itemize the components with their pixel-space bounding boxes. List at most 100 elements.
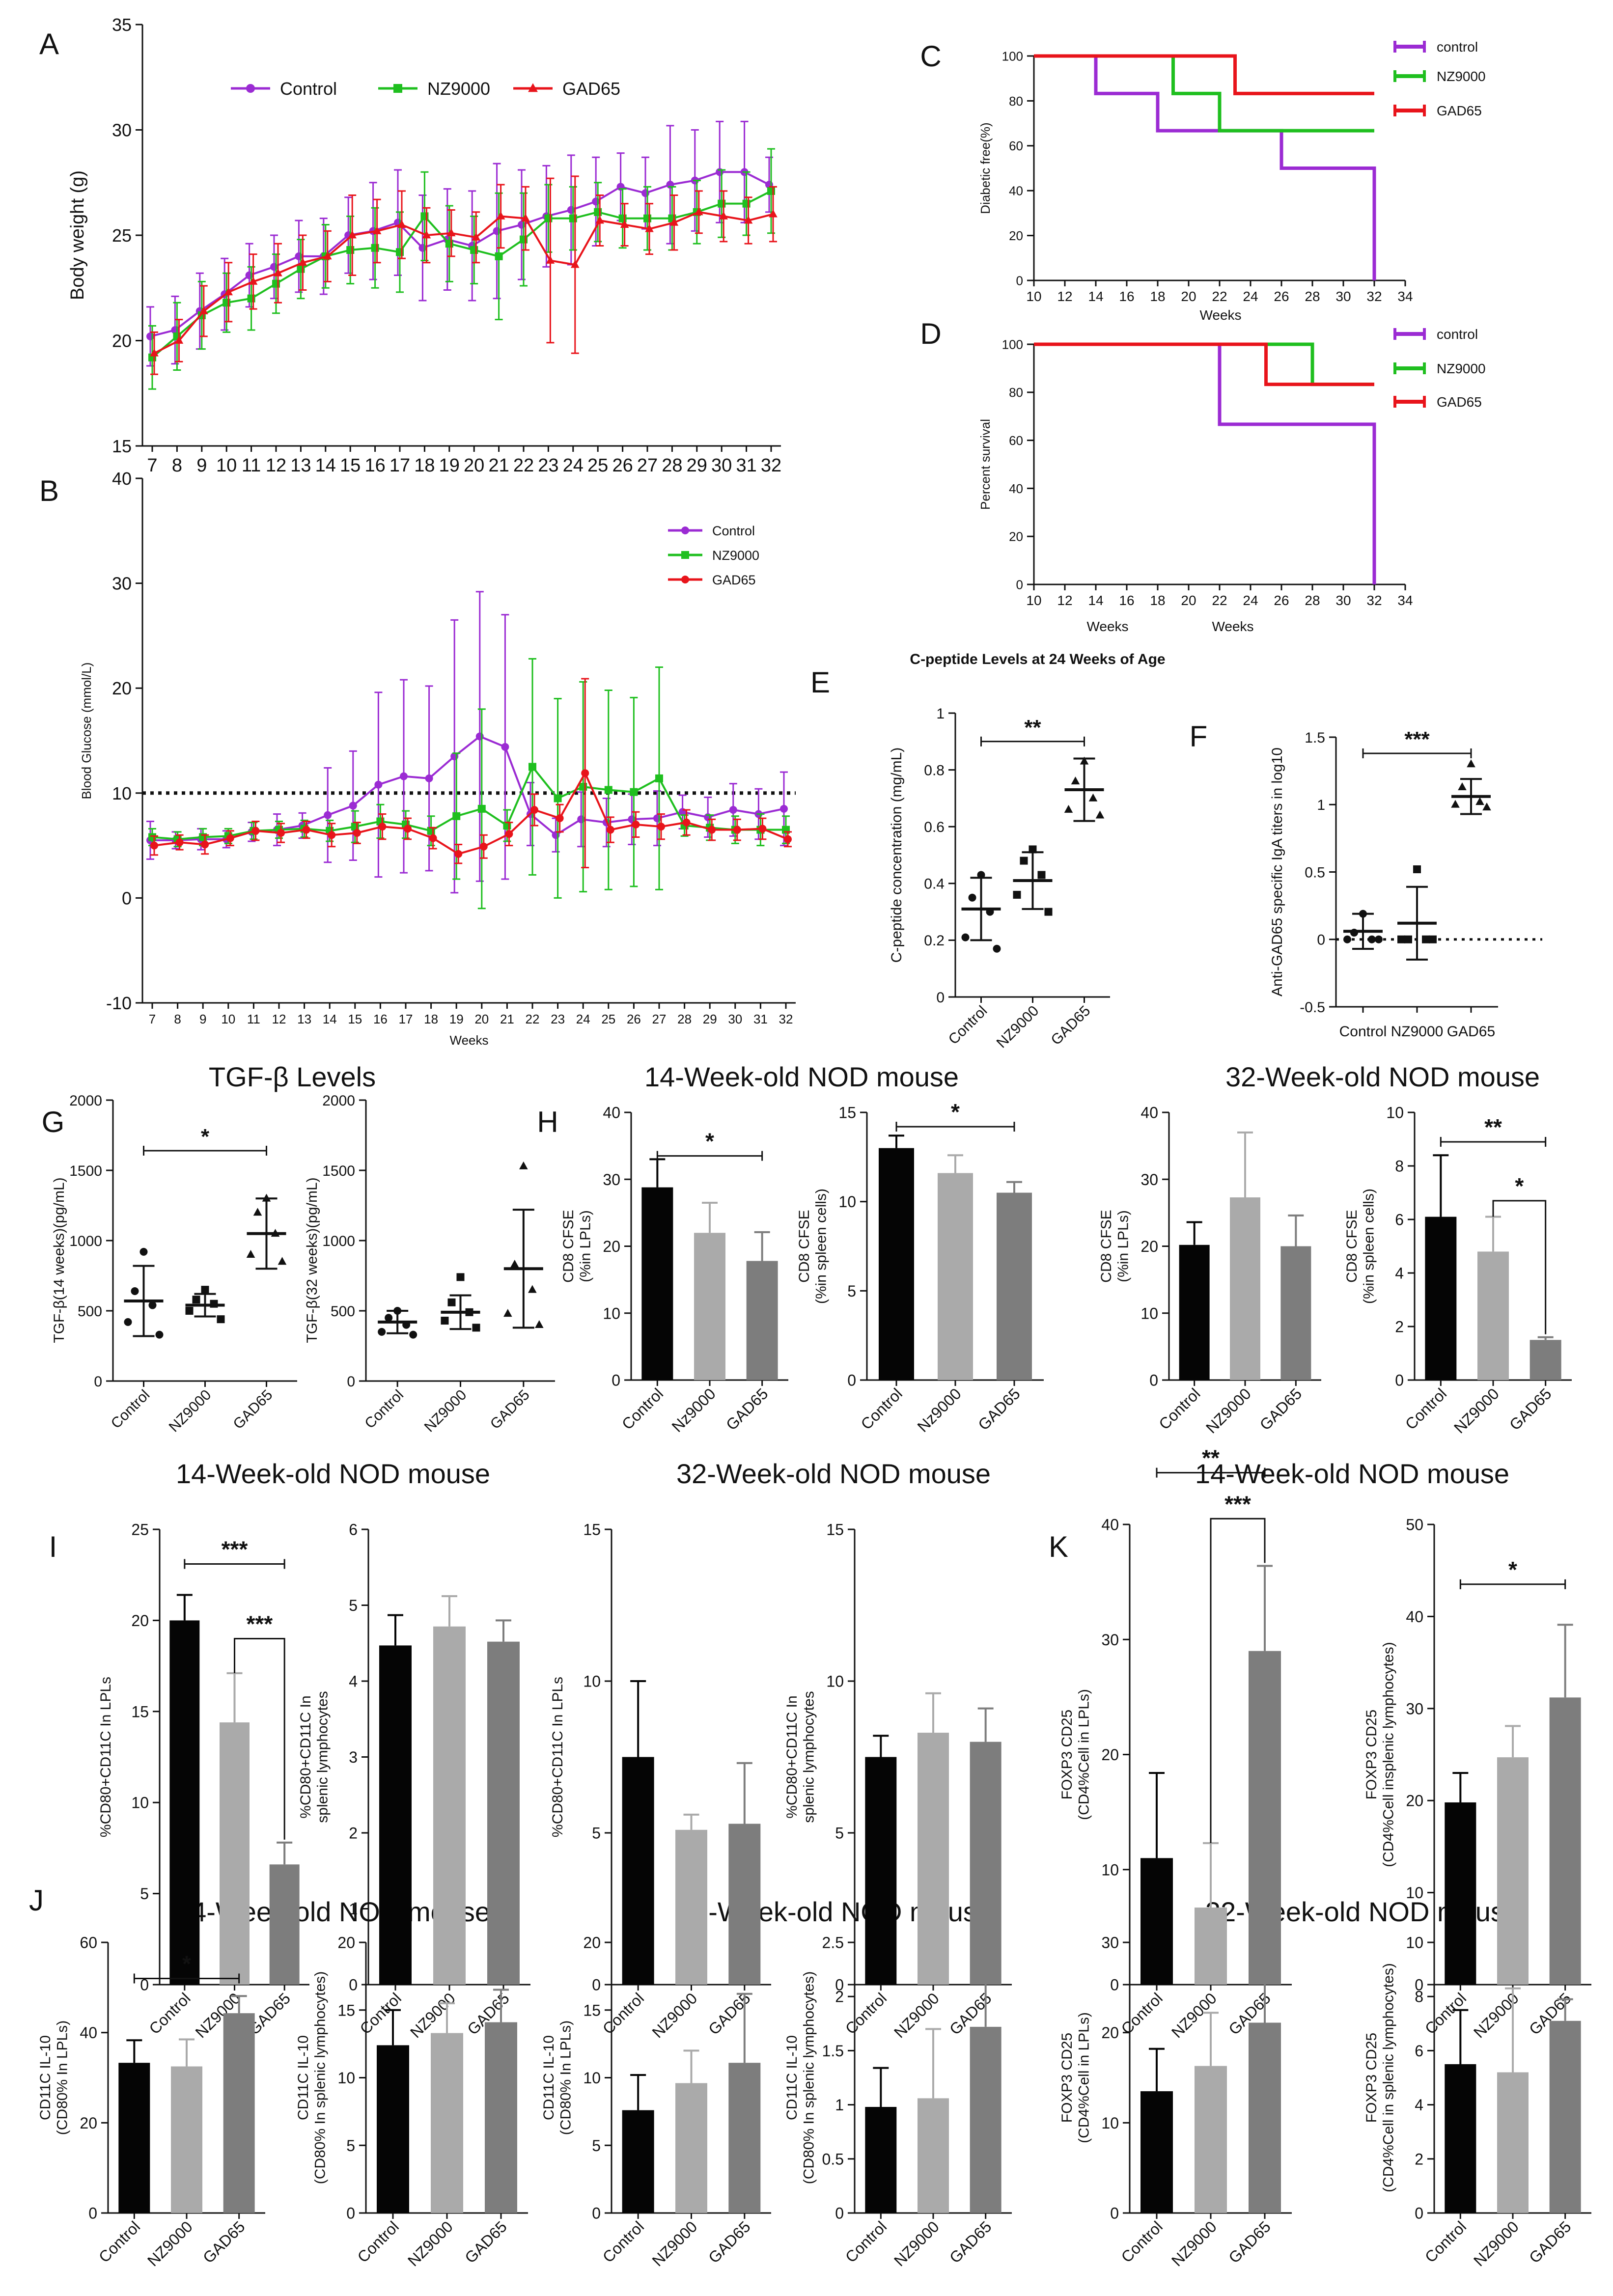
y-tick-label: 0 [1149, 1372, 1158, 1389]
y-tick-label: 10 [1406, 1934, 1423, 1952]
y-tick-label: 1500 [322, 1163, 355, 1179]
data-point [139, 1247, 148, 1256]
bar-NZ9000 [675, 1829, 707, 1985]
data-point [1429, 935, 1437, 943]
x-tick-label: 21 [488, 455, 509, 476]
data-point [396, 248, 404, 256]
data-point [1397, 935, 1405, 943]
y-tick-label: 2 [1415, 2150, 1423, 2168]
y-tick-label: 0 [936, 990, 945, 1006]
x-tick-label: 26 [612, 455, 633, 476]
x-tick-label: 11 [247, 1012, 260, 1026]
y-tick-label: 20 [603, 1238, 620, 1255]
y-tick-label: 20 [1009, 529, 1023, 544]
bar-Control [1179, 1245, 1210, 1380]
chart-B: -10 0 10 20 30 40 7 8 9 10 11 12 13 14 15 16 17 18 19 20 21 2… [79, 469, 796, 1048]
group-GAD65 [246, 1193, 287, 1270]
x-tick-label: 29 [687, 455, 707, 476]
y-axis-label-line: (CD4%Cell in LPLs) [1076, 1689, 1092, 1820]
data-point [1451, 800, 1460, 808]
data-point [1375, 935, 1383, 943]
data-point [554, 794, 562, 802]
data-point [961, 933, 970, 941]
data-point [418, 244, 427, 252]
y-axis-label: CD11C IL-10(CD80% In LPLs) [37, 2020, 71, 2135]
y-tick-label: 0 [1415, 2205, 1423, 2222]
x-tick-label: 30 [711, 455, 732, 476]
y-tick-label: 20 [80, 2114, 97, 2132]
y-tick-label: 20 [1406, 1792, 1423, 1810]
x-tick-label: 30 [728, 1012, 742, 1026]
y-tick-label: 6 [1415, 2042, 1423, 2060]
y-axis-label-line: CD8 CFSE [1098, 1210, 1114, 1282]
data-point [655, 774, 663, 782]
group-NZ9000 [1013, 845, 1053, 916]
data-point [297, 265, 305, 273]
y-axis-label: Anti-GAD65 specific IgA titers in log10 [1269, 747, 1285, 996]
x-tick-label: 10 [221, 1012, 235, 1026]
data-point [148, 1301, 157, 1309]
y-tick-label: 40 [1406, 1608, 1423, 1626]
y-tick-label: 6 [1395, 1211, 1404, 1229]
x-tick-label: GAD65 [1526, 2217, 1575, 2267]
data-point [528, 763, 536, 771]
x-tick-label: 28 [1305, 593, 1320, 608]
x-tick-label: 28 [662, 455, 682, 476]
data-point [501, 743, 509, 751]
data-point [1071, 776, 1080, 785]
y-axis-label: FOXP3 CD25(CD4%Cell in LPLs) [1059, 1689, 1092, 1820]
y-axis-label: %CD80+CD11C In LPLs [550, 1677, 566, 1837]
y-axis-label: Percent survival [978, 419, 993, 510]
legend-entry: GAD65 [1437, 103, 1482, 118]
legend-entry: NZ9000 [427, 79, 490, 99]
x-tick-label: NZ9000 [1391, 1024, 1444, 1040]
legend-entry: NZ9000 [712, 548, 759, 563]
section-heading: 32-Week-old NOD mouse [1225, 1061, 1540, 1092]
x-tick-label: 12 [266, 455, 286, 476]
x-tick-label: NZ9000 [1470, 1989, 1522, 2041]
data-point [1343, 935, 1351, 943]
data-point [1482, 802, 1491, 811]
y-tick-label: 30 [1406, 1700, 1423, 1717]
chart-C: 0 20 40 60 80 100 10 12 14 16 18 20 22 24 26 28 30 32 34 Di… [978, 39, 1486, 323]
data-point [148, 833, 156, 841]
data-point [323, 251, 332, 260]
panel-letter: B [39, 474, 59, 507]
data-point [528, 1285, 537, 1293]
bar-Control [641, 1187, 673, 1380]
x-tick-label: 22 [1212, 289, 1227, 304]
data-point [456, 1273, 465, 1281]
bar-GAD65 [1249, 2022, 1281, 2213]
x-tick-label: 12 [272, 1012, 286, 1026]
data-point [454, 850, 463, 858]
y-tick-label: 0 [1110, 1976, 1119, 1994]
bar-Control [1425, 1217, 1457, 1380]
y-tick-label: 0 [847, 1372, 856, 1389]
x-tick-label: 11 [242, 455, 261, 476]
data-point [479, 842, 488, 851]
y-axis-label: CD11C IL-10(CD80% In splenic lymphocytes… [784, 1971, 817, 2185]
legend-marker [681, 526, 689, 534]
y-tick-label: 2000 [322, 1093, 355, 1109]
data-point [150, 841, 158, 850]
data-point [719, 211, 728, 220]
x-tick-label: 26 [627, 1012, 641, 1026]
data-point [518, 221, 526, 229]
sig-label: ** [1024, 716, 1041, 740]
x-tick-label: 16 [1119, 593, 1134, 608]
series-line [151, 190, 772, 359]
data-point [733, 826, 741, 834]
y-axis-label-line: %CD80+CD11C In [298, 1695, 314, 1818]
data-point [1368, 935, 1376, 943]
data-point [495, 252, 503, 260]
y-axis-label: %CD80+CD11C Insplenic lymphocytes [298, 1691, 331, 1823]
sig-bracket [1492, 1200, 1547, 1334]
x-tick-label: NZ9000 [648, 2217, 700, 2269]
data-point [131, 1287, 139, 1295]
data-point [729, 805, 737, 814]
data-point [397, 220, 406, 228]
x-tick-label: 16 [1119, 289, 1134, 304]
x-tick-label: GAD65 [705, 1989, 754, 2038]
